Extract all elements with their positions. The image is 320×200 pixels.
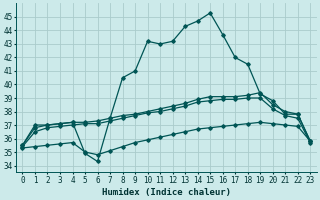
X-axis label: Humidex (Indice chaleur): Humidex (Indice chaleur) xyxy=(102,188,231,197)
